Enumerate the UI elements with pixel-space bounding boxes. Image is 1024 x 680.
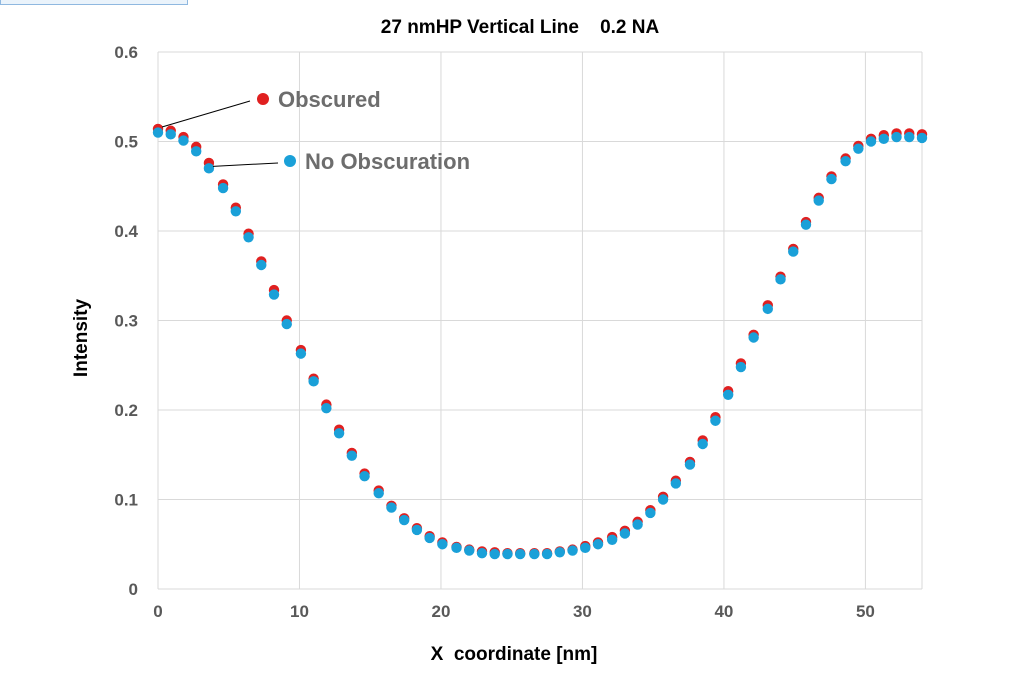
data-point [788,246,799,257]
data-point [165,129,176,140]
y-axis-title: Intensity [71,299,92,378]
y-tick-label: 0 [129,580,138,599]
chart-title: 27 nmHP Vertical Line 0.2 NA [381,17,660,38]
series-1 [152,127,928,560]
data-point [281,318,292,330]
data-point [748,332,759,343]
data-point [476,548,488,559]
data-point [437,539,448,550]
data-point [645,507,656,519]
data-point [735,361,747,373]
x-tick-label: 10 [290,602,309,621]
data-point [762,303,773,315]
x-axis-title: X coordinate [nm] [431,644,598,665]
legend-label: Obscured [278,87,381,112]
data-point [489,548,500,560]
data-point [800,219,812,230]
x-tick-label: 20 [432,602,451,621]
data-point [230,206,242,217]
data-point [670,478,682,489]
data-point [916,132,928,144]
data-point [398,514,410,526]
data-point [580,542,591,554]
data-point [529,548,540,560]
x-axis: 0 10 20 30 40 50 [153,602,875,621]
data-point [411,524,423,536]
data-point [697,438,708,450]
data-point [373,488,384,499]
data-point [813,195,824,206]
data-point [308,376,319,387]
data-point [840,155,851,167]
data-point [710,415,721,426]
data-point [541,548,553,560]
data-point [592,539,604,550]
data-point [865,136,877,147]
x-tick-label: 50 [856,602,875,621]
x-tick-label: 40 [714,602,733,621]
data-point [295,348,307,359]
data-point [359,471,370,482]
y-axis: 0 0.1 0.2 0.3 0.4 0.5 0.6 [114,43,138,599]
data-point [567,545,578,556]
data-point [424,532,435,544]
data-point [514,548,526,560]
data-point [684,459,696,470]
data-point [464,545,475,556]
data-point [178,135,189,146]
x-tick-label: 30 [573,602,592,621]
data-point [333,428,345,439]
data-point [826,173,837,185]
y-tick-label: 0.1 [114,491,138,510]
series-0 [152,123,928,559]
y-tick-label: 0.4 [114,222,138,241]
legend-marker [257,93,269,105]
data-point [853,143,864,154]
y-tick-label: 0.3 [114,312,138,331]
data-point [878,133,889,145]
series [152,123,928,560]
data-point [657,494,669,505]
y-tick-label: 0.5 [114,133,138,152]
data-point [203,163,215,174]
data-point [346,450,358,461]
data-point [243,232,254,243]
data-point [451,542,462,554]
grid [157,51,923,590]
data-point [904,131,915,143]
legend-label: No Obscuration [305,149,470,174]
data-point [217,182,229,194]
data-point [268,289,280,300]
data-point [321,403,332,414]
legend-callouts: Obscured No Obscuration [161,87,470,174]
data-point [619,528,631,539]
data-point [554,547,566,558]
legend-marker [284,155,296,167]
callout-leader-line [161,100,251,128]
data-point [722,389,734,400]
callout-leader-line [212,162,279,167]
y-tick-label: 0.2 [114,401,138,420]
window-edge-strip [0,0,188,5]
data-point [606,534,618,545]
y-tick-label: 0.6 [114,43,138,62]
x-tick-label: 0 [153,602,162,621]
data-point [775,274,786,285]
data-point [502,548,513,560]
data-point [386,502,397,513]
data-point [191,146,202,157]
data-point [632,519,643,530]
data-point [152,127,164,138]
data-point [891,131,902,143]
data-point [256,259,267,271]
